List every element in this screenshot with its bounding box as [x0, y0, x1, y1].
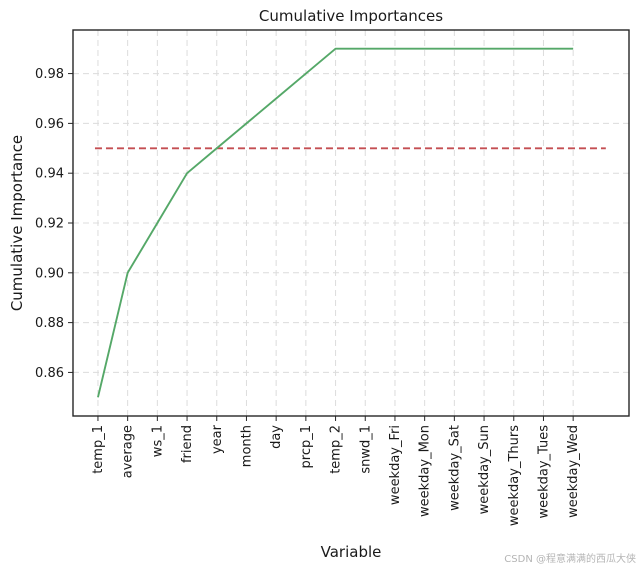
- x-axis-label: Variable: [321, 543, 382, 561]
- x-tick-label: month: [239, 425, 254, 467]
- y-tick-label: 0.94: [35, 167, 64, 182]
- x-tick-label: temp_2: [329, 425, 344, 474]
- y-tick-label: 0.92: [35, 217, 64, 232]
- x-tick-label: day: [269, 425, 284, 449]
- x-tick-label: weekday_Fri: [388, 425, 403, 505]
- x-tick-label: weekday_Tues: [536, 425, 551, 519]
- x-tick-label: snwd_1: [358, 425, 373, 474]
- cumulative-importance-line: [97, 47, 574, 398]
- y-axis-label: Cumulative Importance: [8, 135, 26, 311]
- x-tick-label: weekday_Sun: [477, 425, 492, 514]
- y-tick-label: 0.90: [35, 266, 64, 281]
- x-tick-label: prcp_1: [299, 425, 314, 468]
- y-tick-label: 0.88: [35, 316, 64, 331]
- x-tick-label: temp_1: [91, 425, 106, 474]
- x-tick-label: weekday_Mon: [418, 425, 433, 517]
- x-tick-label: friend: [180, 425, 195, 463]
- y-tick-label: 0.96: [35, 117, 64, 132]
- watermark: CSDN @程意满满的西瓜大侠: [504, 552, 636, 565]
- x-tick-label: weekday_Sat: [447, 425, 462, 511]
- y-tick-label: 0.98: [35, 67, 64, 82]
- x-tick-label: year: [210, 424, 225, 454]
- series-group: [97, 47, 574, 398]
- x-tick-label: ws_1: [150, 425, 165, 457]
- x-tick-label: weekday_Thurs: [507, 425, 522, 526]
- y-tick-label: 0.86: [35, 366, 64, 381]
- y-axis-ticks: 0.86 0.88 0.90 0.92 0.94 0.96 0.98: [35, 67, 73, 381]
- x-tick-label: average: [121, 425, 136, 478]
- grid: [73, 30, 629, 416]
- chart-title: Cumulative Importances: [259, 7, 443, 25]
- x-tick-label: weekday_Wed: [566, 425, 581, 518]
- x-axis-ticks: temp_1 average ws_1 friend year month day prcp_…: [91, 416, 581, 526]
